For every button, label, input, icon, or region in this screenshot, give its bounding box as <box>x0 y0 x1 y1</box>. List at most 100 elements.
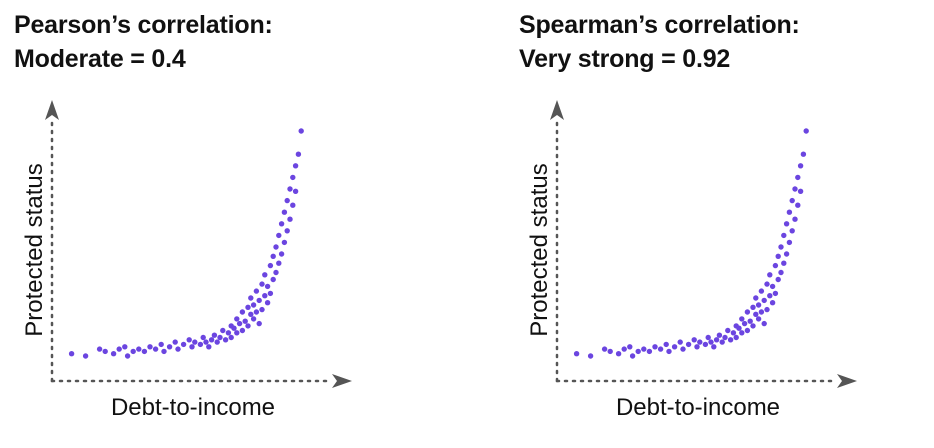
data-point <box>778 269 784 276</box>
data-point <box>744 327 751 334</box>
data-point <box>641 346 647 352</box>
data-point <box>270 253 276 259</box>
data-point <box>200 334 206 341</box>
data-point <box>208 337 215 343</box>
data-point <box>744 309 751 315</box>
data-point <box>68 351 75 357</box>
data-point <box>781 232 787 239</box>
data-point <box>242 318 248 324</box>
data-point <box>234 330 240 336</box>
chart-title: Spearman’s correlation: Very strong = 0.… <box>519 8 800 76</box>
chart-title-line-2: Very strong = 0.92 <box>519 45 731 73</box>
data-point <box>292 163 299 169</box>
data-point <box>256 297 262 304</box>
data-point <box>166 344 173 350</box>
data-point <box>290 202 296 208</box>
x-axis-label: Debt-to-income <box>111 394 275 421</box>
data-point <box>767 293 773 299</box>
data-point <box>192 339 198 345</box>
data-point <box>276 232 282 239</box>
data-point <box>136 346 142 352</box>
data-point <box>116 346 122 352</box>
data-point <box>264 300 271 306</box>
data-point <box>697 339 703 345</box>
data-point <box>147 344 153 350</box>
data-point <box>239 327 246 334</box>
data-point <box>789 228 795 234</box>
data-point <box>713 337 720 343</box>
data-point <box>281 209 288 215</box>
data-point <box>250 302 257 308</box>
data-point <box>677 339 683 345</box>
data-point <box>797 163 804 169</box>
data-point <box>711 344 717 350</box>
data-point <box>273 244 279 250</box>
data-point <box>203 339 209 345</box>
data-point <box>276 260 282 266</box>
data-point <box>287 216 293 222</box>
y-axis-arrow-icon <box>550 100 564 120</box>
data-point <box>248 295 254 301</box>
data-point <box>124 353 131 359</box>
data-point <box>267 290 274 297</box>
data-point <box>253 288 260 294</box>
data-point <box>800 151 807 157</box>
data-point <box>775 253 781 259</box>
data-point <box>769 300 776 306</box>
data-point <box>795 174 801 181</box>
pearson-chart-panel: Pearson’s correlation: Moderate = 0.4 Pr… <box>14 11 352 421</box>
data-point <box>767 272 773 278</box>
data-point <box>786 209 793 215</box>
data-point <box>236 320 243 327</box>
data-point <box>214 339 220 345</box>
data-point <box>803 128 809 134</box>
data-point <box>197 341 204 348</box>
data-point <box>733 334 739 341</box>
data-point <box>725 327 731 334</box>
data-point <box>705 334 711 341</box>
pearson-scatter-plot: Protected status Debt-to-income <box>21 100 352 421</box>
data-point <box>287 186 293 192</box>
data-point <box>783 251 790 257</box>
data-point <box>292 188 299 194</box>
data-point <box>158 341 164 348</box>
data-point <box>646 348 653 355</box>
data-point <box>775 276 781 283</box>
data-point <box>769 283 776 290</box>
data-point <box>615 351 622 357</box>
data-point <box>716 332 723 338</box>
data-point <box>607 348 613 355</box>
data-point <box>284 228 290 234</box>
data-point <box>753 295 759 301</box>
chart-title-line-1: Spearman’s correlation: <box>519 11 800 39</box>
data-point <box>739 316 745 322</box>
data-point <box>189 344 195 350</box>
data-point <box>758 288 765 294</box>
x-axis-label: Debt-to-income <box>616 394 780 421</box>
data-point <box>663 341 669 348</box>
data-point <box>172 339 178 345</box>
spearman-chart-panel: Spearman’s correlation: Very strong = 0.… <box>505 0 934 448</box>
data-point <box>736 325 742 331</box>
data-point <box>758 309 765 315</box>
data-point <box>750 304 756 310</box>
data-point <box>152 346 159 352</box>
data-point <box>792 216 798 222</box>
data-point <box>708 339 714 345</box>
data-point <box>256 320 262 327</box>
data-points <box>573 128 809 359</box>
data-point <box>621 346 627 352</box>
spearman-scatter-plot: Protected status Debt-to-income <box>526 100 857 421</box>
data-point <box>250 316 257 322</box>
data-point <box>96 346 103 352</box>
data-point <box>781 260 787 266</box>
data-point <box>755 316 762 322</box>
data-point <box>671 344 678 350</box>
x-axis-arrow-icon <box>332 374 352 388</box>
data-point <box>789 197 795 204</box>
x-axis-arrow-icon <box>837 374 857 388</box>
data-point <box>186 337 192 343</box>
data-point <box>281 239 288 246</box>
data-point <box>267 262 274 269</box>
data-point <box>141 348 148 355</box>
